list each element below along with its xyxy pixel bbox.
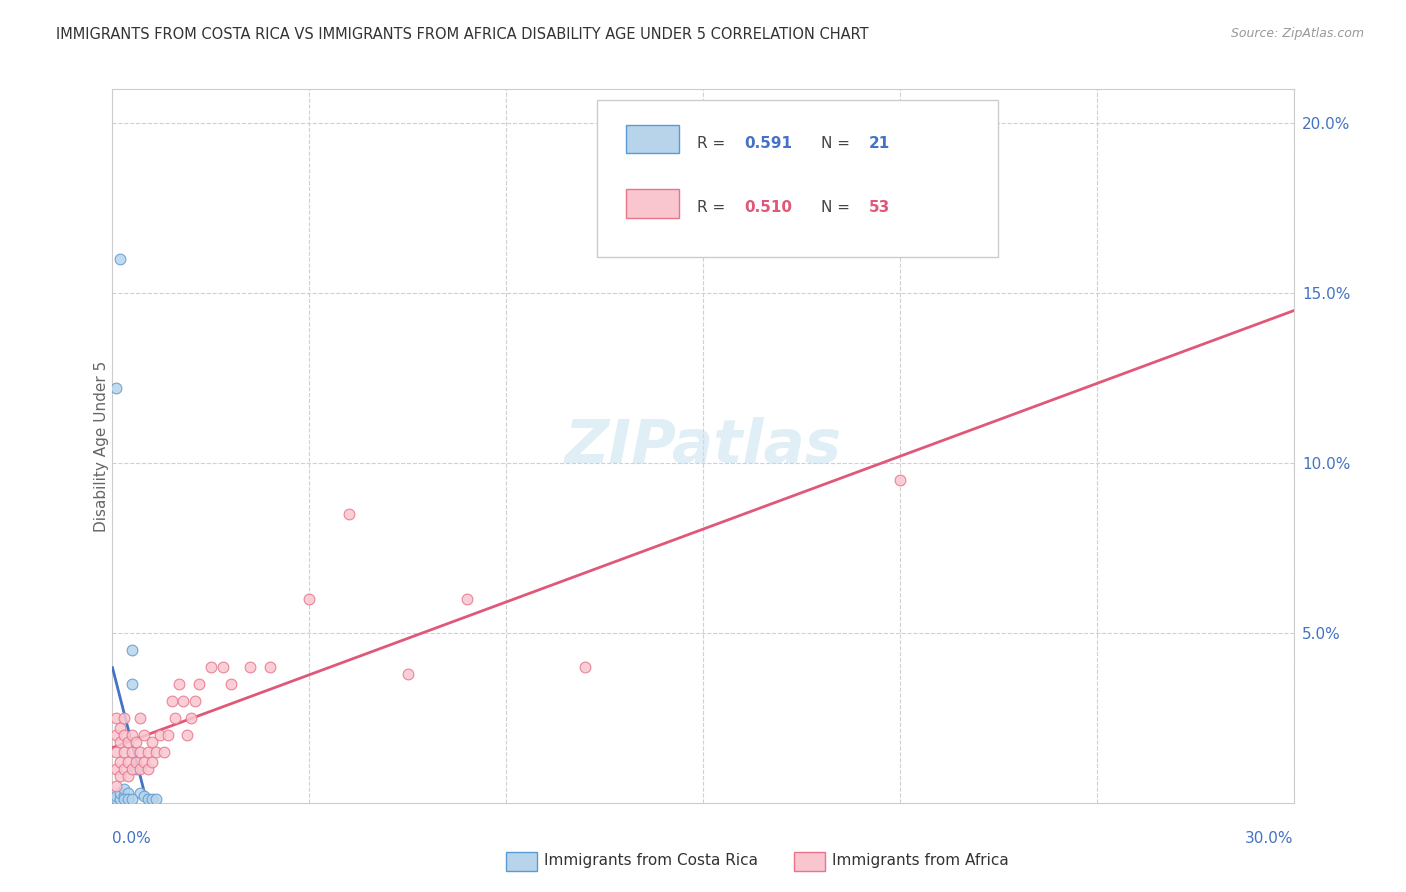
Point xyxy=(117,769,139,783)
Point xyxy=(136,792,159,806)
Point xyxy=(121,762,143,776)
Point xyxy=(112,782,135,797)
Point xyxy=(105,779,128,793)
Point xyxy=(117,755,139,769)
Point xyxy=(132,789,155,803)
Point xyxy=(110,792,132,806)
Point xyxy=(125,734,148,748)
Point xyxy=(136,745,159,759)
Point xyxy=(125,755,148,769)
Point xyxy=(110,252,132,266)
Point xyxy=(112,789,135,803)
Point xyxy=(110,755,132,769)
Point xyxy=(141,734,163,748)
Text: IMMIGRANTS FROM COSTA RICA VS IMMIGRANTS FROM AFRICA DISABILITY AGE UNDER 5 CORR: IMMIGRANTS FROM COSTA RICA VS IMMIGRANTS… xyxy=(56,27,869,42)
Point xyxy=(176,728,198,742)
Point xyxy=(172,694,194,708)
Point xyxy=(112,762,135,776)
Text: 0.591: 0.591 xyxy=(744,136,793,151)
Point xyxy=(121,792,143,806)
Text: 30.0%: 30.0% xyxy=(1246,831,1294,847)
Point xyxy=(105,745,128,759)
Y-axis label: Disability Age Under 5: Disability Age Under 5 xyxy=(94,360,108,532)
Point xyxy=(117,792,139,806)
Point xyxy=(211,660,233,674)
Point xyxy=(396,666,419,681)
Point xyxy=(129,745,152,759)
Point xyxy=(105,711,128,725)
Point xyxy=(117,734,139,748)
Point xyxy=(188,677,211,691)
Point xyxy=(136,762,159,776)
Point xyxy=(200,660,222,674)
Point xyxy=(169,677,191,691)
Point xyxy=(117,786,139,800)
Point xyxy=(105,762,128,776)
Point xyxy=(121,728,143,742)
Text: 53: 53 xyxy=(869,200,890,215)
Point xyxy=(337,507,360,521)
Point xyxy=(889,473,911,487)
Point xyxy=(121,677,143,691)
Point xyxy=(156,728,179,742)
Point xyxy=(141,792,163,806)
Bar xyxy=(626,189,679,218)
Point xyxy=(149,728,172,742)
Point xyxy=(219,677,242,691)
Point xyxy=(105,789,128,803)
Point xyxy=(110,734,132,748)
Point xyxy=(132,728,155,742)
Point xyxy=(121,745,143,759)
Text: R =: R = xyxy=(697,200,730,215)
Point xyxy=(456,591,478,606)
Point xyxy=(259,660,281,674)
Point xyxy=(112,711,135,725)
Point xyxy=(117,792,139,806)
Point xyxy=(239,660,262,674)
Text: 21: 21 xyxy=(869,136,890,151)
Point xyxy=(132,755,155,769)
Bar xyxy=(626,125,679,153)
Point xyxy=(184,694,207,708)
Point xyxy=(180,711,202,725)
Point xyxy=(160,694,183,708)
Point xyxy=(121,643,143,657)
Point xyxy=(298,591,321,606)
Point xyxy=(125,762,148,776)
Point xyxy=(141,755,163,769)
Point xyxy=(145,745,167,759)
Point xyxy=(110,769,132,783)
Point xyxy=(110,786,132,800)
Text: ZIPatlas: ZIPatlas xyxy=(564,417,842,475)
Text: N =: N = xyxy=(821,200,855,215)
Point xyxy=(145,792,167,806)
Point xyxy=(129,762,152,776)
Text: Immigrants from Africa: Immigrants from Africa xyxy=(832,854,1010,868)
Point xyxy=(110,721,132,735)
Point xyxy=(152,745,174,759)
Text: Immigrants from Costa Rica: Immigrants from Costa Rica xyxy=(544,854,758,868)
Text: 0.0%: 0.0% xyxy=(112,831,152,847)
Point xyxy=(112,792,135,806)
Point xyxy=(112,728,135,742)
Text: 0.510: 0.510 xyxy=(744,200,793,215)
Point xyxy=(105,728,128,742)
Text: Source: ZipAtlas.com: Source: ZipAtlas.com xyxy=(1230,27,1364,40)
Point xyxy=(105,381,128,395)
Point xyxy=(129,711,152,725)
Point xyxy=(112,745,135,759)
Point xyxy=(574,660,596,674)
Point xyxy=(105,792,128,806)
FancyBboxPatch shape xyxy=(596,100,998,257)
Text: N =: N = xyxy=(821,136,855,151)
Point xyxy=(165,711,187,725)
Text: R =: R = xyxy=(697,136,730,151)
Point xyxy=(129,786,152,800)
